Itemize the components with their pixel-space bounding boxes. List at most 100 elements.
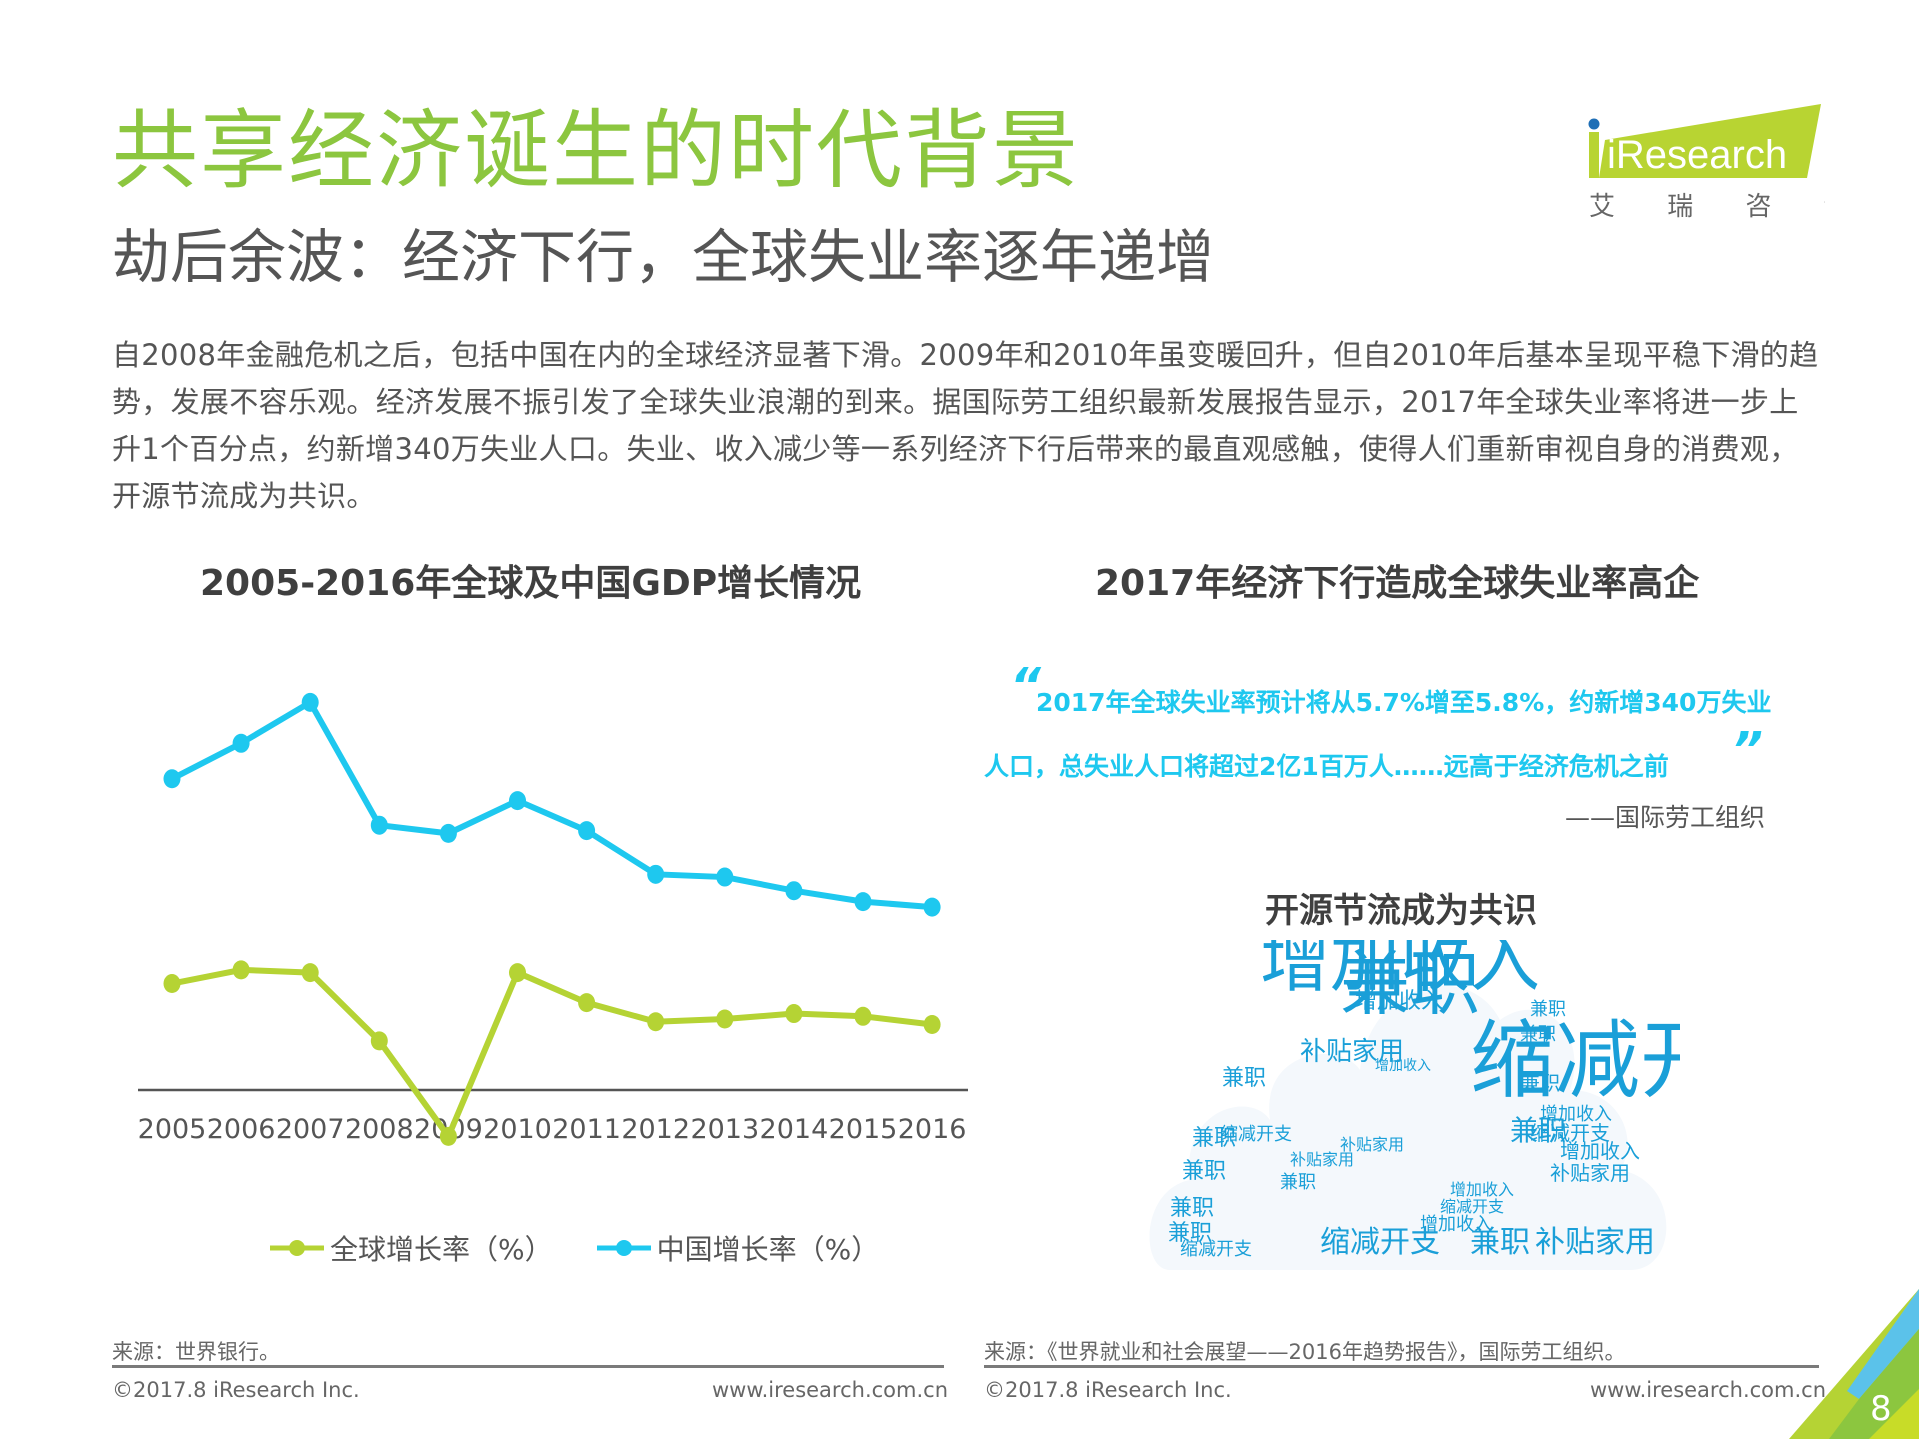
page-title: 共享经济诞生的时代背景 (112, 101, 1080, 201)
cloud-word: 兼职 (1520, 1024, 1556, 1045)
data-point[interactable] (854, 1006, 872, 1026)
cloud-word: 增加收入 (1450, 1180, 1514, 1199)
data-point[interactable] (647, 1012, 665, 1032)
x-tick-label: 2014 (760, 1114, 829, 1145)
cloud-word: 兼职 (1192, 1126, 1236, 1151)
quote-open-mark: “ (1010, 658, 1041, 714)
x-tick-label: 2005 (138, 1114, 207, 1145)
cloud-word: 增加收入 (1420, 1214, 1492, 1235)
cloud-word: 增加收入 (1560, 1139, 1640, 1163)
right-source-note: 来源：《世界就业和社会展望——2016年趋势报告》，国际劳工组织。 (984, 1340, 1626, 1364)
cloud-word: 增加收入 (1355, 989, 1443, 1014)
cloud-word: 兼职 (1470, 1225, 1530, 1260)
quote-close-mark: ” (1732, 722, 1763, 778)
data-point[interactable] (578, 993, 596, 1013)
data-point[interactable] (647, 864, 665, 884)
unemployment-title: 2017年经济下行造成全球失业率高企 (1095, 563, 1700, 604)
data-point[interactable] (785, 881, 803, 901)
data-point[interactable] (232, 960, 250, 980)
x-tick-label: 2012 (621, 1114, 690, 1145)
x-axis-ticks: 2005200620072008200920102011201220132014… (138, 1114, 967, 1145)
x-tick-label: 2008 (345, 1114, 414, 1145)
website-link-left[interactable]: www.iresearch.com.cn (712, 1378, 949, 1402)
data-point[interactable] (163, 974, 181, 994)
cloud-word: 缩减开支 (1180, 1239, 1252, 1260)
word-cloud-title: 开源节流成为共识 (1265, 891, 1537, 931)
x-tick-label: 2010 (483, 1114, 552, 1145)
cloud-word: 增加收入 (1260, 940, 1540, 1002)
copyright-right: ©2017.8 iResearch Inc. (984, 1378, 1232, 1402)
cloud-word: 补贴家用 (1550, 1161, 1630, 1185)
cloud-word: 缩减开支 (1470, 1012, 1680, 1111)
data-point[interactable] (854, 892, 872, 912)
cloud-word: 缩减开支 (1220, 1124, 1292, 1145)
svg-text:iResearch: iResearch (1607, 133, 1787, 177)
data-point[interactable] (370, 1031, 388, 1051)
data-point[interactable] (232, 733, 250, 753)
footer-divider-right (984, 1365, 1819, 1368)
page-subtitle: 劫后余波：经济下行，全球失业率逐年递增 (112, 223, 1215, 291)
cloud-word: 兼职 (1170, 1196, 1214, 1221)
data-point[interactable] (301, 692, 319, 712)
world-legend-marker-icon (270, 1240, 324, 1256)
gdp-line-chart: 2005200620072008200920102011201220132014… (138, 692, 968, 1146)
legend-label-world: 全球增长率（%） (330, 1233, 553, 1266)
cloud-word: 补贴家用 (1340, 1135, 1404, 1154)
x-tick-label: 2013 (690, 1114, 759, 1145)
cloud-word: 兼职 (1520, 1071, 1560, 1095)
data-point[interactable] (509, 791, 526, 811)
corner-decoration (1789, 1289, 1919, 1439)
cloud-word: 缩减开支 (1320, 1225, 1440, 1260)
svg-text:艾 瑞 咨 询: 艾 瑞 咨 询 (1589, 192, 1825, 220)
data-point[interactable] (439, 1126, 457, 1146)
copyright-left: ©2017.8 iResearch Inc. (112, 1378, 360, 1402)
footer-divider-left (112, 1365, 944, 1368)
cloud-word: 兼职 (1222, 1066, 1266, 1091)
cloud-word: 缩减开支 (1440, 1197, 1504, 1216)
cloud-word: 增加收入 (1540, 1104, 1612, 1125)
data-point[interactable] (923, 897, 941, 917)
legend-item-world[interactable]: 全球增长率（%） (270, 1228, 553, 1268)
cloud-word: 兼职 (1340, 943, 1480, 1025)
data-point[interactable] (509, 963, 526, 983)
chart-legend: 全球增长率（%） 中国增长率（%） (270, 1228, 879, 1268)
website-link-right[interactable]: www.iresearch.com.cn (1590, 1378, 1827, 1402)
data-point[interactable] (716, 1009, 734, 1029)
data-point[interactable] (163, 769, 181, 789)
quote-line-2: 人口，总失业人口将超过2亿1百万人……远高于经济危机之前 (984, 752, 1669, 781)
cloud-word: 缩减开支 (1530, 1121, 1610, 1145)
intro-paragraph: 自2008年金融危机之后，包括中国在内的全球经济显著下滑。2009年和2010年… (112, 338, 1819, 513)
data-point[interactable] (439, 823, 457, 843)
x-tick-label: 2011 (552, 1114, 621, 1145)
world-growth-points (163, 960, 941, 1146)
data-point[interactable] (301, 963, 319, 983)
iresearch-logo: iResearch 艾 瑞 咨 询 (1588, 104, 1825, 220)
china-legend-marker-icon (596, 1240, 651, 1256)
cloud-word: 补贴家用 (1535, 1225, 1655, 1260)
cloud-word: 增加收入 (1375, 1058, 1431, 1074)
cloud-word: 兼职 (1168, 1221, 1212, 1246)
world-growth-line (171, 966, 933, 1143)
data-point[interactable] (370, 815, 388, 835)
x-tick-label: 2015 (829, 1114, 898, 1145)
cloud-word: 兼职 (1182, 1159, 1226, 1184)
quote-line-1: 2017年全球失业率预计将从5.7%增至5.8%，约新增340万失业 (1036, 688, 1772, 717)
cloud-word: 兼职 (1280, 1172, 1316, 1193)
cloud-word: 兼职 (1510, 1114, 1566, 1147)
data-point[interactable] (716, 867, 734, 887)
data-point[interactable] (923, 1014, 941, 1034)
left-source-note: 来源：世界银行。 (112, 1340, 280, 1364)
gdp-chart-title: 2005-2016年全球及中国GDP增长情况 (200, 563, 862, 604)
legend-label-china: 中国增长率（%） (656, 1233, 880, 1266)
data-point[interactable] (785, 1004, 803, 1024)
china-growth-points (163, 692, 941, 917)
china-growth-line (170, 698, 933, 911)
legend-item-china[interactable]: 中国增长率（%） (596, 1228, 880, 1268)
page-number: 8 (1870, 1389, 1892, 1429)
cloud-word: 兼职 (1530, 999, 1566, 1020)
quote-attribution: ——国际劳工组织 (1565, 803, 1766, 832)
data-point[interactable] (578, 821, 596, 841)
x-tick-label: 2016 (898, 1114, 967, 1145)
word-cloud-image: 缩减开支增加收入兼职补贴家用缩减开支兼职补贴家用增加收入兼职兼职兼职兼职兼职补贴… (1149, 940, 1680, 1270)
x-tick-label: 2007 (276, 1114, 345, 1145)
